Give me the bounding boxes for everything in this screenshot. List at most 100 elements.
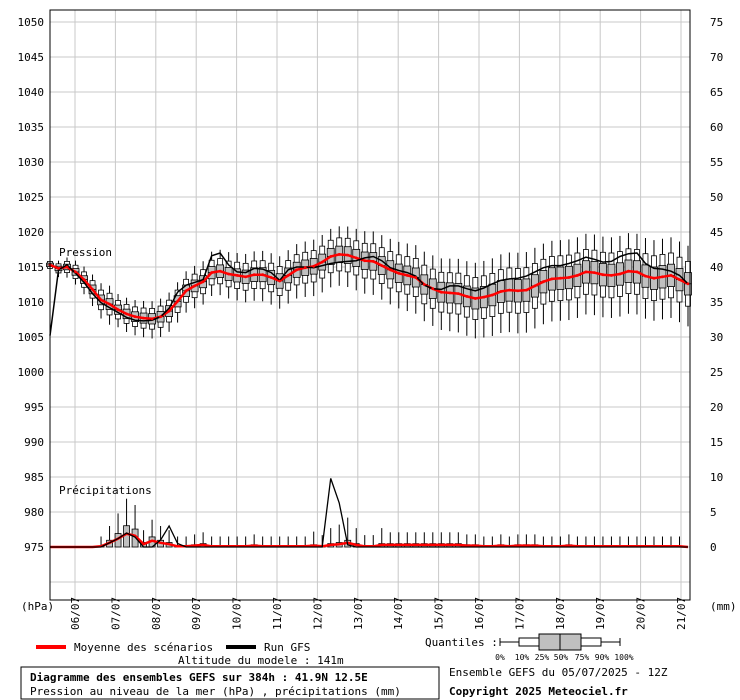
quantile-label: 100% bbox=[614, 653, 633, 662]
pressure-mean-point bbox=[439, 290, 443, 294]
precip-run-line bbox=[50, 478, 688, 548]
pressure-mean-point bbox=[541, 280, 545, 284]
pressure-mean-point bbox=[295, 268, 299, 272]
pressure-mean-point bbox=[661, 275, 664, 279]
x-tick-label: 07/07 bbox=[109, 597, 122, 630]
left-tick-label: 1025 bbox=[18, 191, 45, 204]
right-tick-label: 5 bbox=[710, 506, 717, 519]
quantiles-label: Quantiles : bbox=[425, 636, 498, 649]
pressure-mean-point bbox=[516, 289, 520, 293]
quantile-label: 10% bbox=[515, 653, 530, 662]
quantile-label: 0% bbox=[495, 653, 505, 662]
pressure-mean-point bbox=[593, 271, 596, 274]
legend-mean-label: Moyenne des scénarios bbox=[74, 641, 213, 654]
pressure-mean-point bbox=[133, 315, 137, 319]
left-tick-label: 1005 bbox=[18, 331, 45, 344]
precip-mean-line bbox=[50, 532, 689, 549]
right-tick-label: 70 bbox=[710, 51, 723, 64]
x-tick-label: 20/07 bbox=[635, 597, 648, 630]
pressure-mean-point bbox=[269, 276, 273, 279]
pressure-mean-point bbox=[431, 287, 435, 291]
pressure-mean-point bbox=[627, 269, 630, 273]
pressure-mean-point bbox=[533, 284, 537, 288]
left-tick-label: 1050 bbox=[18, 16, 45, 29]
right-tick-label: 55 bbox=[710, 156, 723, 169]
pressure-mean-point bbox=[65, 265, 69, 269]
x-tick-label: 21/07 bbox=[675, 597, 688, 630]
left-tick-label: 1000 bbox=[18, 366, 45, 379]
pressure-mean-point bbox=[210, 271, 214, 274]
x-tick-label: 08/07 bbox=[150, 597, 163, 630]
pressure-mean-point bbox=[201, 280, 205, 284]
pressure-mean-point bbox=[405, 274, 409, 277]
plot-frame bbox=[49, 9, 691, 601]
pressure-mean-point bbox=[329, 255, 333, 258]
pressure-mean-point bbox=[235, 274, 239, 277]
left-tick-label: 1010 bbox=[18, 296, 45, 309]
pressure-mean-point bbox=[456, 292, 460, 295]
right-tick-label: 40 bbox=[710, 261, 723, 274]
legend-run-label: Run GFS bbox=[264, 641, 310, 654]
right-tick-label: 75 bbox=[710, 16, 723, 29]
x-tick-label: 12/07 bbox=[311, 597, 324, 630]
x-tick-label: 14/07 bbox=[392, 597, 405, 630]
pressure-mean-point bbox=[244, 275, 248, 279]
altitude-label: Altitude du modele : 141m bbox=[178, 654, 344, 667]
pressure-mean-point bbox=[74, 270, 77, 274]
pressure-mean-point bbox=[601, 273, 605, 277]
pressure-mean-point bbox=[490, 293, 494, 297]
pressure-mean-point bbox=[261, 273, 265, 277]
grid bbox=[50, 10, 690, 600]
pressure-mean-point bbox=[397, 271, 401, 275]
right-tick-label: 10 bbox=[710, 471, 723, 484]
pressure-mean-point bbox=[193, 284, 197, 288]
quantile-label: 75% bbox=[575, 653, 590, 662]
x-tick-label: 06/07 bbox=[69, 597, 82, 630]
left-tick-label: 1030 bbox=[18, 156, 45, 169]
right-tick-label: 35 bbox=[710, 296, 723, 309]
pressure-mean-point bbox=[354, 256, 358, 260]
pressure-mean-point bbox=[610, 274, 613, 277]
right-tick-label: 45 bbox=[710, 226, 723, 239]
pressure-mean-point bbox=[150, 317, 154, 321]
x-tick-label: 15/07 bbox=[433, 597, 446, 630]
x-tick-label: 11/07 bbox=[271, 597, 284, 630]
pressure-mean-point bbox=[524, 288, 528, 292]
pressure-mean-point bbox=[278, 279, 282, 283]
left-tick-label: 1035 bbox=[18, 121, 45, 134]
quantile-label: 25% bbox=[535, 653, 550, 662]
x-tick-label: 19/07 bbox=[594, 597, 607, 630]
right-tick-label: 25 bbox=[710, 366, 723, 379]
chart-title: Diagramme des ensembles GEFS sur 384h : … bbox=[30, 671, 368, 684]
pressure-mean-point bbox=[303, 266, 307, 270]
pressure-mean-point bbox=[678, 278, 681, 281]
pressure-mean-point bbox=[142, 316, 145, 320]
pressure-mean-point bbox=[635, 270, 639, 274]
x-tick-label: 13/07 bbox=[352, 597, 365, 630]
chart-subtitle: Pression au niveau de la mer (hPa) , pré… bbox=[30, 685, 401, 698]
pressure-mean-point bbox=[82, 278, 86, 281]
pressure-mean-point bbox=[482, 295, 486, 299]
right-tick-label: 65 bbox=[710, 86, 723, 99]
pressure-mean-point bbox=[125, 312, 128, 316]
x-tick-label: 18/07 bbox=[554, 597, 567, 630]
pressure-mean-point bbox=[371, 260, 375, 263]
quantile-labels: 0% 10% 25% 50% 75% 90% 100% bbox=[495, 653, 634, 662]
pressure-mean-point bbox=[252, 273, 256, 277]
pressure-mean-point bbox=[312, 264, 316, 268]
right-tick-label: 20 bbox=[710, 401, 723, 414]
pressure-mean-point bbox=[584, 270, 588, 274]
left-tick-label: 995 bbox=[24, 401, 44, 414]
pressure-mean-point bbox=[108, 302, 111, 306]
pressure-mean-point bbox=[337, 253, 341, 256]
left-tick-label: 980 bbox=[24, 506, 44, 519]
pressure-mean-point bbox=[346, 253, 350, 257]
left-tick-label: 1045 bbox=[18, 51, 45, 64]
left-tick-label: 1020 bbox=[18, 226, 45, 239]
right-tick-label: 0 bbox=[710, 541, 717, 554]
title-box bbox=[20, 666, 440, 700]
pressure-mean-point bbox=[184, 289, 188, 293]
pressure-mean-point bbox=[507, 288, 511, 292]
